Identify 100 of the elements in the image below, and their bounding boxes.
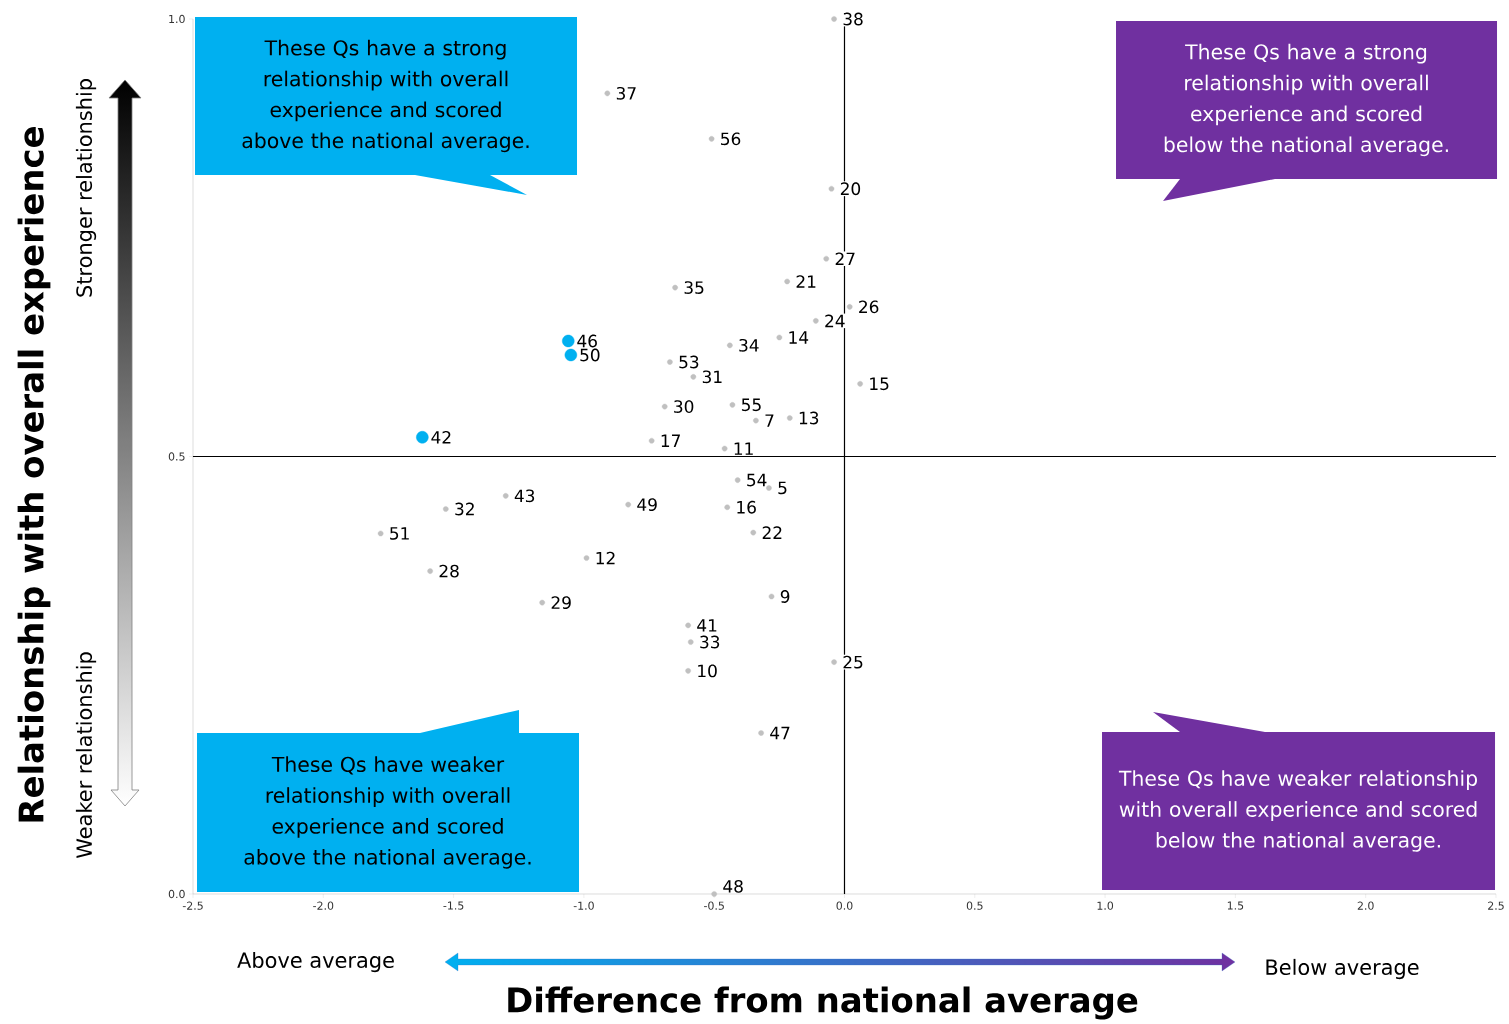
annotation: 38 bbox=[843, 12, 863, 26]
annotation: 5 bbox=[778, 481, 787, 495]
point bbox=[846, 304, 853, 310]
y-axis-title: Relationship with overall experience bbox=[17, 127, 51, 822]
annotation: 21 bbox=[796, 275, 816, 288]
point bbox=[564, 348, 578, 362]
point bbox=[784, 278, 790, 285]
point bbox=[377, 530, 384, 537]
annotation: 7 bbox=[765, 414, 774, 427]
x-axis-title: Difference from national average bbox=[508, 986, 1138, 1020]
x-tick-label: 1.5 bbox=[1227, 901, 1244, 910]
point bbox=[625, 501, 631, 508]
annotation: 11 bbox=[734, 442, 753, 455]
point bbox=[672, 284, 678, 291]
annotation: These Qs have a strong relationship with overall experience and scored below the national average. bbox=[1164, 43, 1448, 157]
annotation: 13 bbox=[799, 411, 819, 425]
point bbox=[776, 334, 783, 341]
annotation: These Qs have a strong relationship with overall experience and scored above the national average. bbox=[242, 39, 529, 153]
annotation: 22 bbox=[762, 526, 782, 539]
point bbox=[750, 529, 757, 536]
annotation: 53 bbox=[679, 355, 699, 369]
annotation: 47 bbox=[770, 726, 790, 740]
point bbox=[758, 730, 764, 736]
x-tick-label: -1.0 bbox=[573, 901, 594, 910]
point bbox=[813, 318, 819, 324]
annotation: 15 bbox=[870, 377, 889, 391]
annotation: 46 bbox=[577, 334, 597, 348]
annotation: 9 bbox=[780, 590, 790, 603]
x-tick-label: 0.0 bbox=[836, 901, 853, 910]
annotation: 31 bbox=[702, 370, 722, 384]
point bbox=[661, 403, 668, 410]
point bbox=[766, 485, 772, 491]
x-tick-label: -0.5 bbox=[704, 901, 724, 910]
point bbox=[583, 555, 590, 561]
annotation: 29 bbox=[551, 596, 571, 610]
point bbox=[786, 415, 793, 421]
y-tick-label: 1.0 bbox=[169, 14, 185, 24]
annotation: 42 bbox=[431, 430, 451, 444]
annotation: These Qs have weaker relationship with overall experience and scored above the national average. bbox=[244, 756, 531, 869]
annotation: These Qs have weaker relationship with overall experience and scored below the national average. bbox=[1118, 770, 1477, 852]
annotation: 25 bbox=[843, 655, 863, 669]
annotation: 17 bbox=[661, 434, 680, 447]
x-tick-label: 2.0 bbox=[1357, 901, 1374, 910]
point bbox=[667, 359, 673, 365]
x-tick-label: 1.0 bbox=[1097, 901, 1114, 910]
point bbox=[708, 136, 715, 142]
annotation: 30 bbox=[674, 400, 694, 414]
annotation: 37 bbox=[616, 86, 636, 100]
annotation: 20 bbox=[840, 182, 861, 196]
annotation: 55 bbox=[741, 398, 761, 412]
point bbox=[685, 668, 691, 674]
annotation: 14 bbox=[789, 331, 809, 344]
annotation: 34 bbox=[739, 338, 759, 352]
point bbox=[828, 185, 835, 192]
annotation: 12 bbox=[596, 551, 615, 565]
point bbox=[768, 593, 775, 600]
point bbox=[539, 599, 545, 606]
x-tick-label: 2.5 bbox=[1488, 901, 1504, 910]
annotation: 16 bbox=[737, 500, 756, 514]
annotation: 49 bbox=[637, 498, 657, 512]
x-tick-label: 0.5 bbox=[966, 901, 983, 910]
point bbox=[685, 622, 691, 629]
point bbox=[831, 16, 837, 22]
text: Weaker relationship bbox=[75, 652, 97, 859]
point bbox=[724, 504, 731, 511]
annotation: 28 bbox=[439, 564, 459, 578]
point bbox=[727, 342, 733, 349]
point bbox=[857, 381, 863, 387]
point bbox=[823, 255, 830, 262]
text: Stronger relationship bbox=[75, 79, 97, 297]
y-tick-label: 0.5 bbox=[168, 452, 185, 461]
text: Below average bbox=[1266, 958, 1419, 980]
point bbox=[721, 445, 728, 452]
annotation: 51 bbox=[390, 527, 409, 540]
x-tick-label: -1.5 bbox=[443, 901, 464, 910]
point bbox=[502, 493, 509, 499]
point bbox=[604, 90, 611, 97]
point bbox=[687, 639, 694, 645]
annotation: 41 bbox=[697, 619, 717, 632]
point bbox=[562, 334, 575, 348]
annotation: 43 bbox=[514, 489, 535, 503]
annotation: 26 bbox=[859, 300, 879, 314]
annotation: 27 bbox=[835, 252, 855, 266]
annotation: 48 bbox=[723, 879, 743, 893]
point bbox=[648, 437, 655, 444]
point bbox=[753, 417, 759, 424]
annotation: 24 bbox=[825, 314, 845, 328]
y-tick-label: 0.0 bbox=[168, 889, 185, 899]
point bbox=[729, 402, 736, 408]
point bbox=[416, 431, 429, 444]
annotation: 32 bbox=[455, 502, 474, 516]
point bbox=[442, 506, 449, 512]
point bbox=[831, 659, 837, 665]
x-tick-label: -2.0 bbox=[313, 901, 334, 910]
text: Above average bbox=[237, 951, 394, 973]
annotation: 10 bbox=[698, 664, 717, 678]
x-tick-label: -2.5 bbox=[182, 901, 203, 910]
annotation: 33 bbox=[700, 635, 720, 649]
point bbox=[711, 891, 717, 897]
annotation: 50 bbox=[580, 348, 600, 362]
